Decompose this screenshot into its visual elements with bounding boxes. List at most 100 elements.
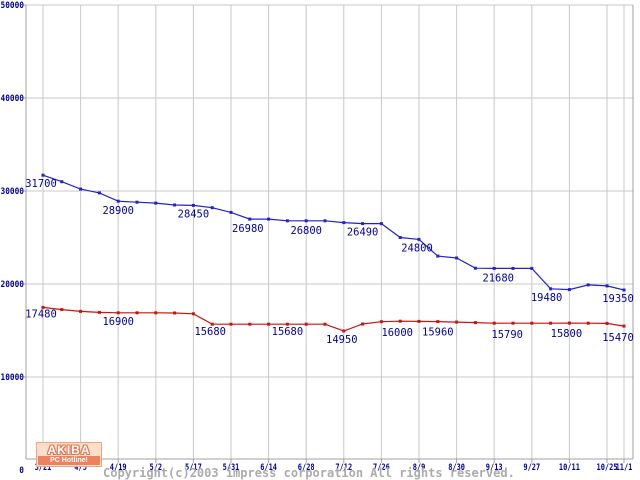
x-axis-label: 5/2 [150, 463, 163, 473]
data-point-marker [229, 322, 233, 326]
value-label: 21680 [482, 271, 514, 284]
data-point-marker [60, 308, 64, 312]
data-point-marker [191, 203, 195, 207]
data-point-marker [173, 203, 177, 207]
data-point-marker [285, 322, 289, 326]
data-point-marker [549, 321, 553, 325]
data-point-marker [210, 322, 214, 326]
data-point-marker [323, 219, 327, 223]
data-point-marker [605, 284, 609, 288]
upper-price-blue-series [41, 173, 626, 292]
data-point-marker [173, 311, 177, 315]
data-point-marker [473, 321, 477, 325]
value-label: 15680 [272, 325, 304, 338]
plot-frame [25, 5, 634, 460]
x-axis-label: 5/17 [185, 463, 202, 473]
y-axis-labels: 0 10000 20000 30000 40000 50000 [1, 1, 25, 476]
value-label: 26800 [290, 224, 322, 237]
value-label: 16000 [381, 326, 413, 339]
data-point-marker [605, 321, 609, 325]
data-point-marker [248, 217, 252, 221]
value-label: 19350 [602, 292, 634, 305]
data-point-marker [267, 217, 271, 221]
data-point-marker [342, 221, 346, 225]
data-point-marker [135, 311, 139, 315]
value-label: 17480 [25, 307, 57, 320]
data-point-marker [267, 322, 271, 326]
data-point-marker [229, 210, 233, 214]
data-point-marker [361, 222, 365, 226]
x-axis-label: 9/13 [486, 463, 503, 473]
x-axis-label: 10/25 [597, 463, 618, 473]
data-point-marker [41, 173, 45, 177]
data-point-marker [154, 311, 158, 315]
akiba-pc-hotline-logo: AKIBA PC Hotline! [36, 442, 102, 467]
data-point-marker [492, 321, 496, 325]
data-point-marker [60, 180, 64, 184]
logo-pc-hotline-text: PC Hotline! [38, 456, 100, 465]
copyright-line-1: Copyright(c)2003 impress corporation All… [103, 466, 515, 480]
data-point-marker [79, 187, 83, 191]
value-label: 16900 [102, 315, 134, 328]
value-label: 26490 [347, 226, 379, 239]
data-point-marker [154, 201, 158, 205]
value-label: 28450 [178, 207, 210, 220]
data-point-marker [248, 322, 252, 326]
data-point-marker [361, 322, 365, 326]
x-axis-label: 7/12 [335, 463, 352, 473]
data-point-marker [97, 310, 101, 314]
data-point-marker [436, 320, 440, 324]
y-axis-label: 40000 [1, 94, 25, 104]
value-label: 15790 [491, 328, 523, 341]
data-point-marker [191, 312, 195, 316]
data-point-marker [41, 305, 45, 309]
value-label: 15470 [602, 331, 634, 344]
x-axis-label: 10/11 [559, 463, 580, 473]
data-point-marker [398, 236, 402, 239]
data-point-marker [97, 191, 101, 195]
data-point-marker [379, 320, 383, 324]
value-label: 15960 [422, 326, 454, 339]
x-axis-label: 7/26 [373, 463, 390, 473]
data-point-marker [116, 199, 120, 203]
x-axis-label: 11/1 [616, 463, 633, 473]
copyright: Copyright(c)2003 impress corporation All… [103, 441, 515, 480]
x-axis-labels: 3/21 4/5 4/19 5/2 5/17 5/31 6/14 6/28 7/12 7/26 8/… [35, 463, 633, 473]
value-label: 19480 [531, 291, 563, 304]
data-point-marker [379, 222, 383, 226]
x-axis-label: 9/27 [523, 463, 540, 473]
value-label: 15680 [194, 325, 226, 338]
data-point-marker [511, 321, 515, 325]
data-point-marker [285, 219, 289, 223]
x-axis-label: 8/30 [448, 463, 465, 473]
value-label: 26980 [232, 222, 264, 235]
data-point-marker [417, 237, 421, 241]
data-point-marker [304, 219, 308, 223]
data-point-marker [530, 321, 534, 325]
data-point-marker [304, 322, 308, 326]
y-axis-label: 10000 [1, 373, 25, 383]
x-axis-label: 6/14 [260, 463, 277, 473]
y-axis-label: 20000 [1, 280, 25, 290]
data-point-marker [398, 319, 402, 323]
value-label: 24800 [401, 241, 433, 254]
data-point-marker [116, 311, 120, 315]
value-label: 31700 [25, 177, 57, 190]
data-point-marker [622, 324, 626, 328]
data-point-marker [473, 266, 477, 270]
logo-akiba-text: AKIBA [47, 443, 91, 457]
data-point-marker [511, 266, 515, 270]
y-axis-label: 30000 [1, 187, 25, 197]
x-axis-label: 6/28 [298, 463, 315, 473]
y-axis-label: 50000 [1, 1, 25, 11]
data-point-marker [455, 256, 459, 260]
y-tick-marks [23, 4, 26, 378]
x-axis-label: 4/19 [110, 463, 127, 473]
lower-price-red-series [41, 305, 626, 333]
x-axis-label: 5/31 [223, 463, 240, 473]
data-point-marker [586, 283, 590, 287]
data-point-marker [549, 287, 553, 291]
data-point-marker [210, 206, 214, 210]
data-point-marker [455, 320, 459, 324]
